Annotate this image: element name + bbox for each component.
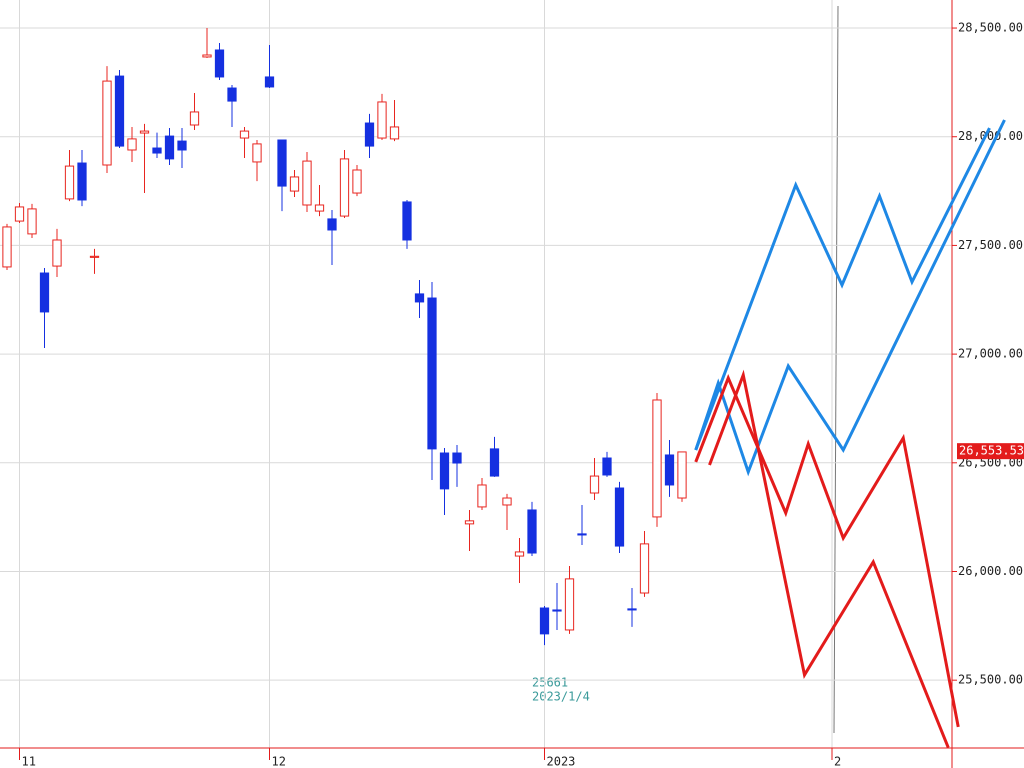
candle-body	[464, 520, 475, 525]
x-tick-label: 2023	[547, 755, 576, 768]
candle-body	[189, 111, 200, 126]
candle-body	[202, 54, 212, 58]
annotation-date: 2023/1/4	[532, 690, 590, 704]
candle-body	[314, 204, 325, 212]
candle-body	[489, 448, 500, 477]
candle-body	[102, 80, 112, 166]
candle-body	[114, 75, 125, 147]
candle-body	[602, 457, 612, 476]
cursor-line	[833, 5, 839, 734]
candle-body	[327, 218, 337, 231]
candle-body	[289, 176, 300, 192]
x-tick-label: 11	[22, 755, 36, 768]
last-price-label: 26,553.53	[959, 444, 1024, 458]
candle-body	[339, 158, 350, 217]
candle-body	[227, 87, 237, 102]
projection-line	[694, 119, 1006, 477]
y-tick-label: 28,000.00	[958, 129, 1023, 143]
x-tick-label: 12	[272, 755, 286, 768]
x-tick-label: 2	[834, 755, 841, 768]
candle-body	[39, 272, 50, 313]
candle-body	[514, 551, 525, 557]
candle-body	[302, 160, 312, 206]
candle-body	[639, 543, 650, 594]
candle-body	[152, 147, 162, 154]
projection-line	[694, 127, 991, 451]
candle-body	[77, 162, 87, 201]
projection-line	[694, 374, 960, 728]
y-tick-label: 26,000.00	[958, 564, 1023, 578]
candle-body	[377, 101, 387, 139]
candle-body	[264, 76, 275, 88]
candle-body	[552, 609, 562, 612]
annotation-value: 25661	[532, 676, 568, 690]
y-tick-label: 27,500.00	[958, 238, 1023, 252]
candle-body	[214, 49, 225, 78]
candle-body	[452, 452, 462, 464]
candle-body	[577, 533, 587, 536]
candle-body	[427, 297, 437, 450]
candle-body	[402, 201, 412, 241]
candle-body	[14, 206, 25, 222]
candle-body	[277, 139, 287, 187]
candle-body	[27, 208, 37, 235]
candle-body	[527, 509, 537, 554]
projection-line	[708, 369, 950, 749]
candle-body	[139, 130, 150, 134]
candle-body	[389, 126, 400, 140]
candle-body	[127, 138, 137, 151]
candle-body	[627, 608, 637, 611]
candle-body	[2, 226, 12, 268]
candle-body	[652, 399, 662, 518]
candle-body	[677, 451, 687, 499]
candle-body	[164, 135, 175, 160]
candle-body	[239, 130, 250, 139]
candle-body	[564, 578, 575, 631]
candle-body	[64, 165, 75, 200]
candle-body	[614, 487, 625, 547]
candle-body	[502, 497, 512, 506]
candle-body	[177, 140, 187, 151]
candle-body	[414, 293, 425, 303]
last-price-tag	[957, 443, 1024, 460]
candle-body	[539, 607, 550, 635]
candle-body	[252, 143, 262, 163]
candle-body	[477, 484, 487, 508]
candle-body	[52, 239, 62, 267]
candle-body	[589, 475, 600, 494]
candle-body	[439, 452, 450, 490]
candle-body	[664, 454, 675, 486]
y-tick-label: 25,500.00	[958, 673, 1023, 687]
y-tick-label: 28,500.00	[958, 21, 1023, 35]
candle-body	[352, 169, 362, 194]
y-tick-label: 27,000.00	[958, 347, 1023, 361]
candle-body	[364, 122, 375, 147]
candle-body	[89, 255, 100, 258]
